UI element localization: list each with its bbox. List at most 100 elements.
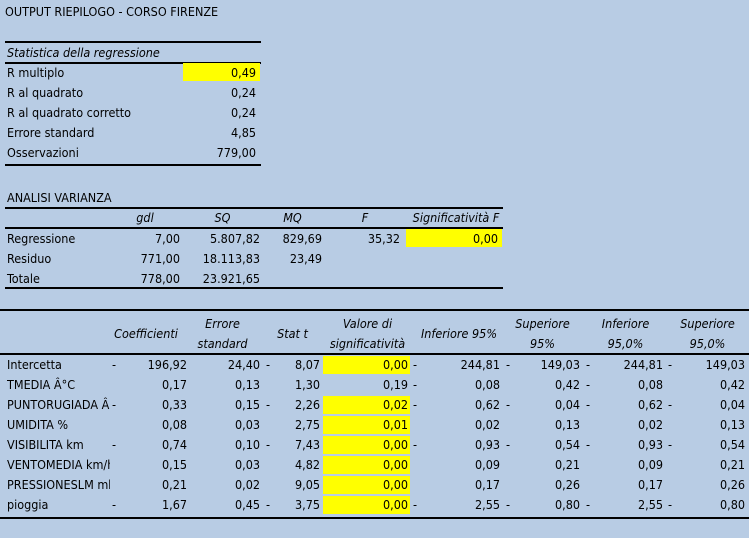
coef-sup2-value: 0,26 <box>719 477 745 492</box>
anova-gdl-value: 7,00 <box>154 231 180 246</box>
coef-row-label: TMEDIA Â°C <box>7 377 76 392</box>
coef-se-value: 0,45 <box>234 497 260 512</box>
minus-sign: - <box>506 357 511 372</box>
minus-sign: - <box>266 397 271 412</box>
p-value-highlight <box>323 476 410 494</box>
anova-gdl-value: 778,00 <box>140 271 180 286</box>
anova-gdl-value: 771,00 <box>140 251 180 266</box>
anova-bottom-rule <box>5 287 503 289</box>
page-title: OUTPUT RIEPILOGO - CORSO FIRENZE <box>5 4 219 19</box>
coef-se-value: 0,02 <box>234 477 260 492</box>
coef-top-rule <box>0 309 749 311</box>
regstats-header-rule <box>5 62 261 64</box>
minus-sign: - <box>112 437 117 452</box>
coef-se-value: 0,10 <box>234 437 260 452</box>
coef-row-label: PRESSIONESLM mb <box>7 477 110 492</box>
coef-t-value: 9,05 <box>294 477 320 492</box>
coef-col-p-1: Valore di <box>342 316 393 331</box>
minus-sign: - <box>586 497 591 512</box>
minus-sign: - <box>586 437 591 452</box>
coef-inf-value: 0,08 <box>474 377 500 392</box>
coef-t-value: 2,75 <box>294 417 320 432</box>
coef-inf2-value: 2,55 <box>637 497 663 512</box>
coef-t-value: 3,75 <box>294 497 320 512</box>
anova-header: ANALISI VARIANZA <box>7 190 112 205</box>
regstats-top-rule <box>5 41 261 43</box>
minus-sign: - <box>668 397 673 412</box>
coef-coef-value: 0,33 <box>161 397 187 412</box>
coef-sup-value: 0,21 <box>554 457 580 472</box>
coef-sup-value: 0,42 <box>554 377 580 392</box>
coef-sup2-value: 0,21 <box>719 457 745 472</box>
regstats-label: R al quadrato corretto <box>7 105 132 120</box>
anova-col-gdl: gdl <box>136 210 154 225</box>
anova-col-mq: MQ <box>283 210 302 225</box>
coef-p-value: 0,00 <box>382 457 408 472</box>
anova-mq-value: 23,49 <box>289 251 322 266</box>
coef-sup-value: 0,13 <box>554 417 580 432</box>
coef-col-sup2-1: Superiore <box>680 316 735 331</box>
coef-coef-value: 0,21 <box>161 477 187 492</box>
regstats-value: 4,85 <box>230 125 256 140</box>
coef-sup-value: 149,03 <box>540 357 580 372</box>
coef-col-inf: Inferiore 95% <box>420 326 498 341</box>
coef-inf-value: 0,93 <box>474 437 500 452</box>
coef-col-inf2-1: Inferiore <box>601 316 650 331</box>
coef-col-se-1: Errore <box>205 316 240 331</box>
regstats-value: 0,49 <box>230 65 256 80</box>
coef-p-value: 0,00 <box>382 477 408 492</box>
minus-sign: - <box>586 357 591 372</box>
coef-inf-value: 244,81 <box>460 357 500 372</box>
coef-p-value: 0,02 <box>382 397 408 412</box>
anova-row-label: Residuo <box>7 251 52 266</box>
coef-row-label: pioggia <box>7 497 49 512</box>
p-value-highlight <box>323 416 410 434</box>
coef-p-value: 0,19 <box>382 377 408 392</box>
minus-sign: - <box>112 497 117 512</box>
minus-sign: - <box>413 497 418 512</box>
coef-t-value: 8,07 <box>294 357 320 372</box>
minus-sign: - <box>668 357 673 372</box>
p-value-highlight <box>323 456 410 474</box>
r-multiplo-highlight <box>183 63 260 81</box>
coef-coef-value: 0,74 <box>161 437 187 452</box>
coef-col-sup-1: Superiore <box>515 316 570 331</box>
p-value-highlight <box>323 396 410 414</box>
coef-header-rule <box>0 353 749 355</box>
coef-coef-value: 196,92 <box>147 357 187 372</box>
coef-row-label: PUNTORUGIADA Â° <box>7 397 110 412</box>
sigf-highlight <box>406 229 502 247</box>
coef-col-coef: Coefficienti <box>114 326 178 341</box>
anova-col-sq: SQ <box>214 210 231 225</box>
coef-p-value: 0,00 <box>382 497 408 512</box>
anova-sq-value: 5.807,82 <box>209 231 260 246</box>
coef-inf2-value: 244,81 <box>623 357 663 372</box>
anova-row-label: Regressione <box>7 231 76 246</box>
coef-t-value: 7,43 <box>294 437 320 452</box>
p-value-highlight <box>323 436 410 454</box>
anova-sq-value: 18.113,83 <box>202 251 260 266</box>
minus-sign: - <box>668 437 673 452</box>
coef-inf-value: 2,55 <box>474 497 500 512</box>
minus-sign: - <box>266 437 271 452</box>
minus-sign: - <box>506 497 511 512</box>
coef-se-value: 24,40 <box>227 357 260 372</box>
minus-sign: - <box>413 357 418 372</box>
coef-inf2-value: 0,62 <box>637 397 663 412</box>
anova-col-sigf: Significatività F <box>412 210 500 225</box>
p-value-highlight <box>323 356 410 374</box>
coef-inf2-value: 0,08 <box>637 377 663 392</box>
anova-sq-value: 23.921,65 <box>202 271 260 286</box>
minus-sign: - <box>668 497 673 512</box>
coef-sup2-value: 0,04 <box>719 397 745 412</box>
regstats-bottom-rule <box>5 164 261 166</box>
p-value-highlight <box>323 496 410 514</box>
coef-sup2-value: 0,54 <box>719 437 745 452</box>
coef-col-inf2-2: 95,0% <box>607 336 644 351</box>
coef-p-value: 0,00 <box>382 437 408 452</box>
regstats-header: Statistica della regressione <box>7 45 160 60</box>
coef-row-label: VISIBILITA km <box>7 437 84 452</box>
coef-inf-value: 0,02 <box>474 417 500 432</box>
coef-coef-value: 0,15 <box>161 457 187 472</box>
minus-sign: - <box>413 377 418 392</box>
